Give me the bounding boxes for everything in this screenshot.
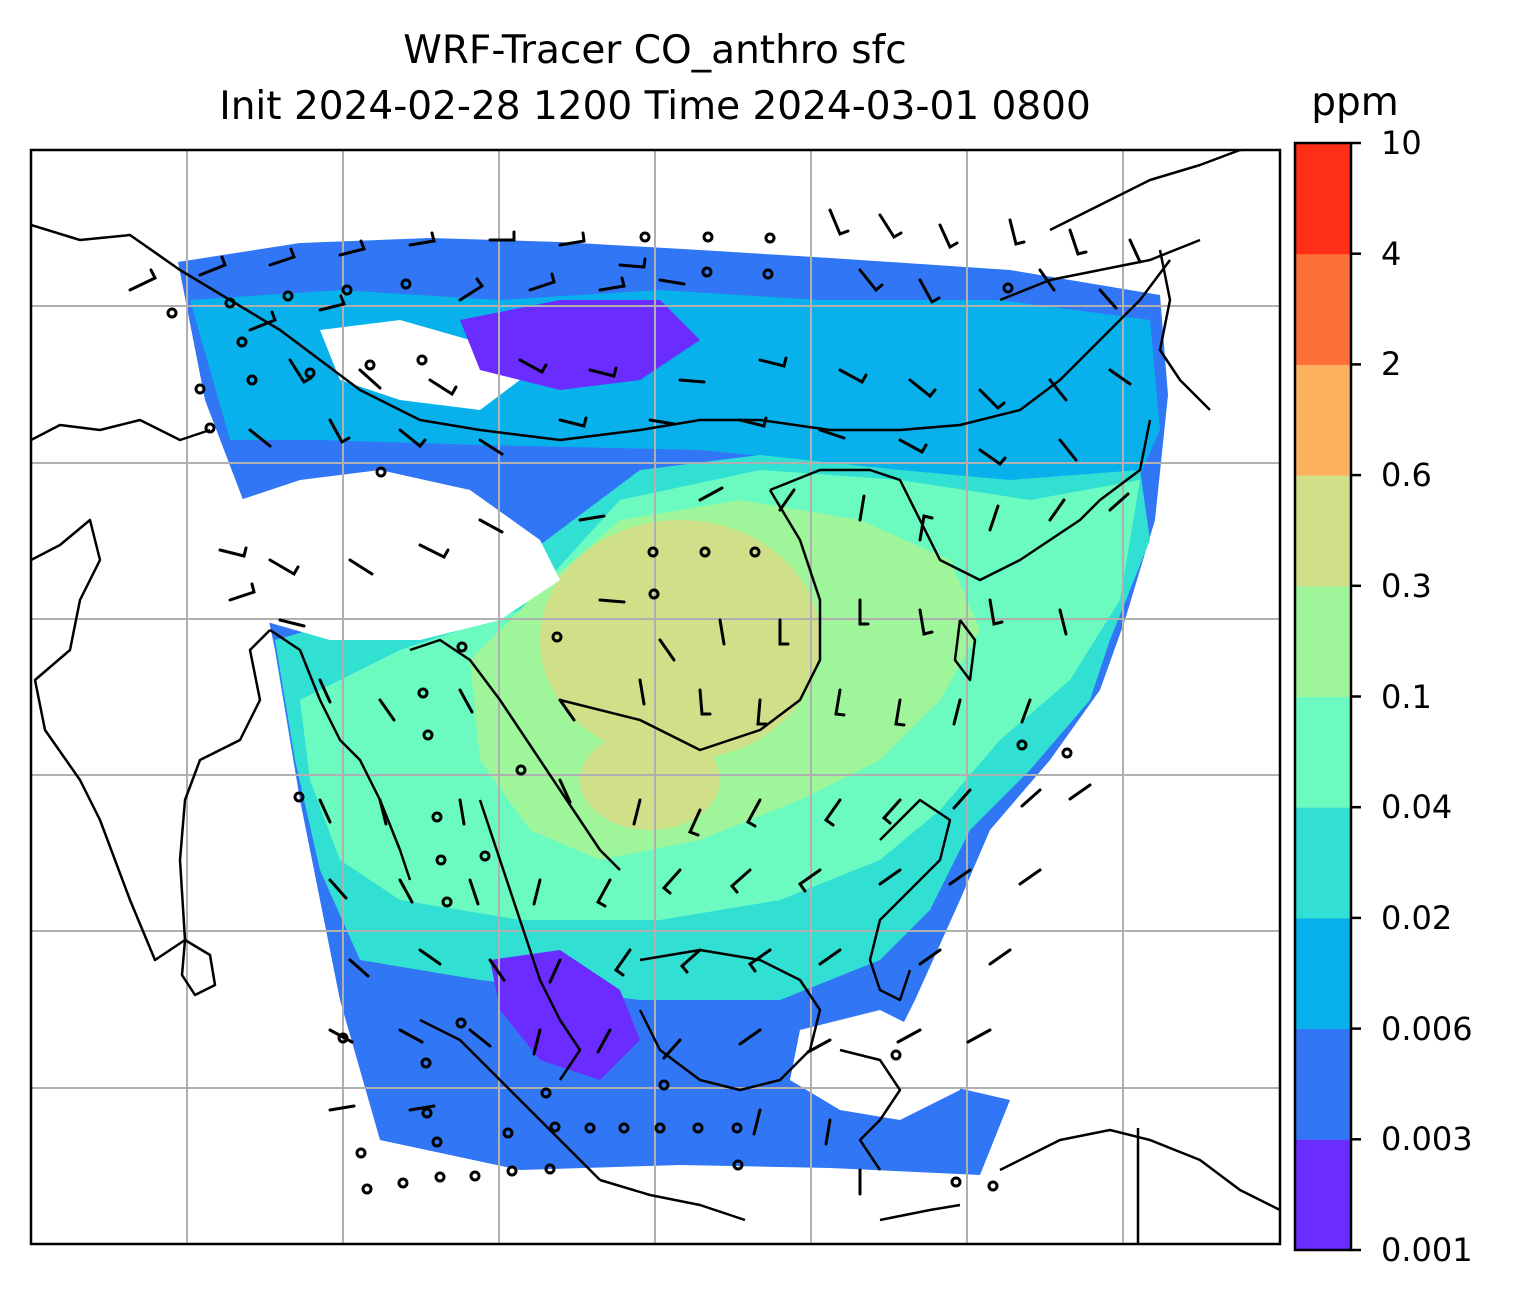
colorbar-tick-label: 2: [1381, 345, 1402, 384]
coastline-taiwan: [953, 619, 977, 682]
colorbar-tick-label: 4: [1381, 234, 1402, 273]
coastline-bay-bengal: [269, 628, 412, 881]
field-north-low: [460, 300, 700, 390]
map-title-line2: Init 2024-02-28 1200 Time 2024-03-01 080…: [219, 84, 1091, 129]
calm-wind-markers: [166, 231, 1073, 1195]
coastline-new-guinea: [999, 1128, 1280, 1212]
colorbar-segment: [1295, 143, 1351, 255]
colorbar-segment: [1295, 364, 1351, 476]
colorbar-tick-label: 0.02: [1381, 898, 1453, 937]
colorbar-segment: [1295, 1139, 1351, 1251]
coastline-indochina: [409, 638, 621, 871]
colorbar-segment: [1295, 807, 1351, 919]
colorbar-unit: ppm: [1311, 80, 1399, 125]
concentration-field: [178, 238, 1168, 1175]
coastline-sumatra: [419, 1018, 601, 1181]
coastline-india: [31, 518, 271, 962]
colorbar-segment: [1295, 696, 1351, 808]
wind-barbs: [128, 208, 1142, 1196]
colorbar-tick-label: 10: [1381, 124, 1422, 162]
field-gap-west: [240, 470, 560, 640]
coastline-china-south: [559, 489, 822, 752]
coastline-java: [599, 1178, 746, 1222]
colorbar-tick-label: 0.006: [1381, 1009, 1473, 1048]
coastline-russia-far-east: [1049, 150, 1266, 232]
coastline-malaysia: [478, 799, 582, 1081]
colorbar-segment: [1295, 585, 1351, 697]
coastline-north-east: [999, 238, 1201, 302]
colorbar-segment: [1295, 917, 1351, 1030]
coastline-arabia-north: [31, 418, 211, 442]
colorbar-segment: [1295, 1028, 1351, 1140]
map-plot-area: [31, 150, 1280, 1244]
coastline-north-west: [31, 223, 1171, 442]
field-gap-southeast: [790, 1010, 960, 1120]
map-title-line1: WRF-Tracer CO_anthro sfc: [403, 28, 907, 73]
colorbar-tick-label: 0.04: [1381, 788, 1453, 827]
colorbar: [1295, 141, 1361, 1252]
coastline-timor: [879, 1203, 961, 1222]
coastline-japan: [1158, 249, 1211, 411]
map-frame: [29, 148, 1282, 1246]
colorbar-tick-label: 0.3: [1381, 566, 1432, 605]
coastline-china-east: [769, 419, 1152, 582]
field-peak-south: [580, 730, 720, 830]
colorbar-segment: [1295, 253, 1351, 365]
colorbar-tick-label: 0.001: [1381, 1231, 1473, 1269]
coastline-sulawesi: [839, 1048, 902, 1171]
field-peak: [540, 520, 820, 760]
field-south-low: [490, 950, 640, 1080]
colorbar-frame: [1293, 141, 1353, 1252]
colorbar-tick-label: 0.6: [1381, 456, 1432, 495]
coastlines: [31, 150, 1280, 1244]
colorbar-tick-label: 0.1: [1381, 677, 1432, 716]
coastline-philippines: [868, 798, 952, 1002]
coastline-sri-lanka: [180, 938, 217, 997]
colorbar-segment: [1295, 475, 1351, 587]
colorbar-tick-label: 0.003: [1381, 1120, 1473, 1159]
